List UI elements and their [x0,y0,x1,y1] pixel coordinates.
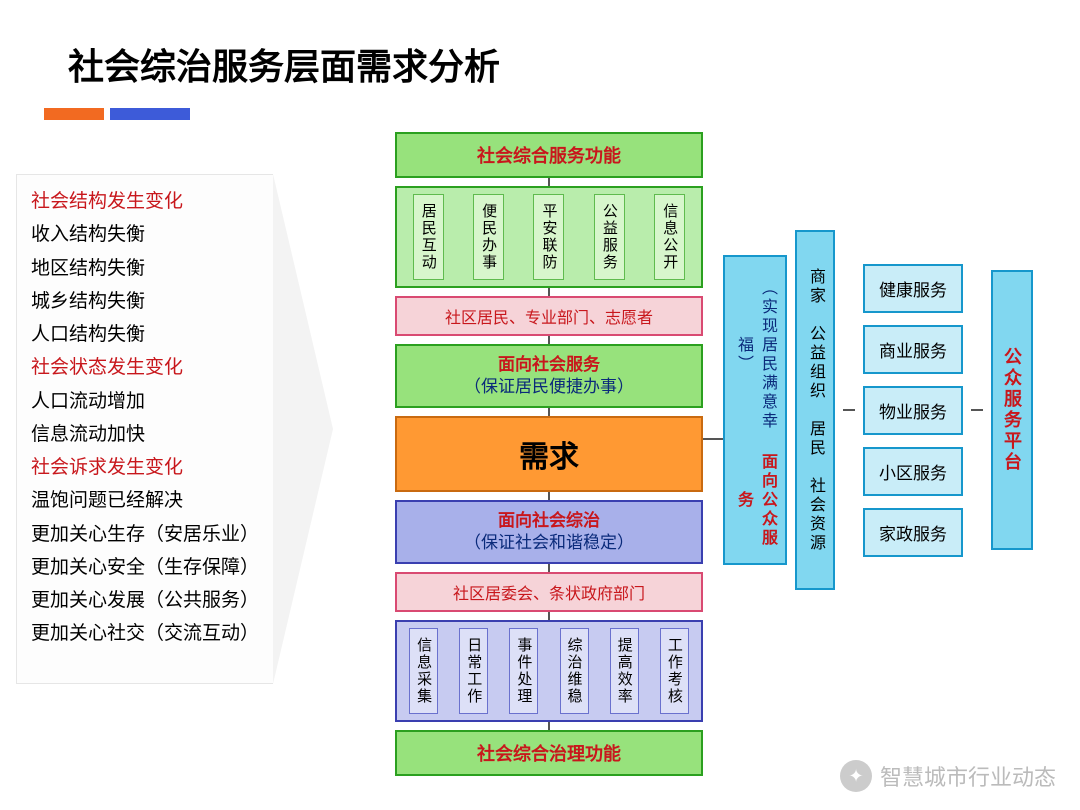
gov-sub: （保证社会和谐稳定） [464,532,634,554]
service-item: 物业服务 [863,386,963,435]
wechat-icon: ✦ [840,760,872,792]
connector [548,492,550,500]
bottom-header: 社会综合治理功能 [395,730,703,776]
left-line: 社会状态发生变化 [31,351,259,384]
actors-top: 社区居民、专业部门、志愿者 [395,296,703,336]
left-line: 更加关心社交（交流互动） [31,617,259,650]
bottom-cell: 提高效率 [610,628,639,714]
public-service-box: （实现居民满意幸福） 面向公众服务 [723,255,787,565]
public-service-title: 面向公众服务 [731,447,779,553]
connector [548,564,550,572]
connector [548,408,550,416]
left-line: 人口流动增加 [31,385,259,418]
platform-box: 公众服务平台 [991,270,1033,550]
left-line: 社会诉求发生变化 [31,451,259,484]
bottom-cell: 综治维稳 [560,628,589,714]
right-section: （实现居民满意幸福） 面向公众服务 商家 公益组织 居民 社会资源 健康服务 商… [723,230,1033,590]
bottom-functions-row: 信息采集 日常工作 事件处理 综治维稳 提高效率 工作考核 [395,620,703,722]
bottom-cell: 信息采集 [409,628,438,714]
watermark: ✦ 智慧城市行业动态 [840,760,1056,792]
accent-bars [44,108,190,120]
top-cell: 平安联防 [533,194,564,280]
top-cell: 公益服务 [594,194,625,280]
left-line: 城乡结构失衡 [31,285,259,318]
left-line: 收入结构失衡 [31,218,259,251]
connector [548,178,550,186]
top-cell: 信息公开 [654,194,685,280]
left-line: 社会结构发生变化 [31,185,259,218]
left-arrow-panel: 社会结构发生变化 收入结构失衡 地区结构失衡 城乡结构失衡 人口结构失衡 社会状… [16,174,366,684]
left-line: 更加关心生存（安居乐业） [31,518,259,551]
service-item: 商业服务 [863,325,963,374]
center-diagram: 社会综合服务功能 居民互动 便民办事 平安联防 公益服务 信息公开 社区居民、专… [395,132,703,776]
connector-h [971,409,983,411]
service-item: 家政服务 [863,508,963,557]
page-title: 社会综治服务层面需求分析 [68,38,500,90]
connector [548,722,550,730]
left-text-body: 社会结构发生变化 收入结构失衡 地区结构失衡 城乡结构失衡 人口结构失衡 社会状… [16,174,273,684]
left-line: 更加关心安全（生存保障） [31,551,259,584]
connector [548,336,550,344]
connector [548,288,550,296]
connector-h [843,409,855,411]
left-line: 人口结构失衡 [31,318,259,351]
gov-title: 面向社会综治 [498,510,600,532]
accent-blue [110,108,190,120]
service-title: 面向社会服务 [498,354,600,376]
bottom-cell: 日常工作 [459,628,488,714]
service-item: 小区服务 [863,447,963,496]
service-item: 健康服务 [863,264,963,313]
bottom-cell: 事件处理 [509,628,538,714]
gov-label: 面向社会综治 （保证社会和谐稳定） [395,500,703,564]
top-header: 社会综合服务功能 [395,132,703,178]
connector [548,612,550,620]
watermark-text: 智慧城市行业动态 [880,760,1056,792]
top-functions-row: 居民互动 便民办事 平安联防 公益服务 信息公开 [395,186,703,288]
left-line: 地区结构失衡 [31,252,259,285]
top-cell: 便民办事 [473,194,504,280]
connector-h [703,438,723,440]
top-cell: 居民互动 [413,194,444,280]
service-label: 面向社会服务 （保证居民便捷办事） [395,344,703,408]
left-line: 温饱问题已经解决 [31,484,259,517]
actors-bottom: 社区居委会、条状政府部门 [395,572,703,612]
bottom-cell: 工作考核 [660,628,689,714]
resources-box: 商家 公益组织 居民 社会资源 [795,230,835,590]
left-line: 更加关心发展（公共服务） [31,584,259,617]
left-line: 信息流动加快 [31,418,259,451]
arrow-head-icon [273,174,333,684]
public-service-sub: （实现居民满意幸福） [731,267,779,443]
accent-orange [44,108,104,120]
service-list: 健康服务 商业服务 物业服务 小区服务 家政服务 [863,264,963,557]
demand-box: 需求 [395,416,703,492]
service-sub: （保证居民便捷办事） [464,376,634,398]
